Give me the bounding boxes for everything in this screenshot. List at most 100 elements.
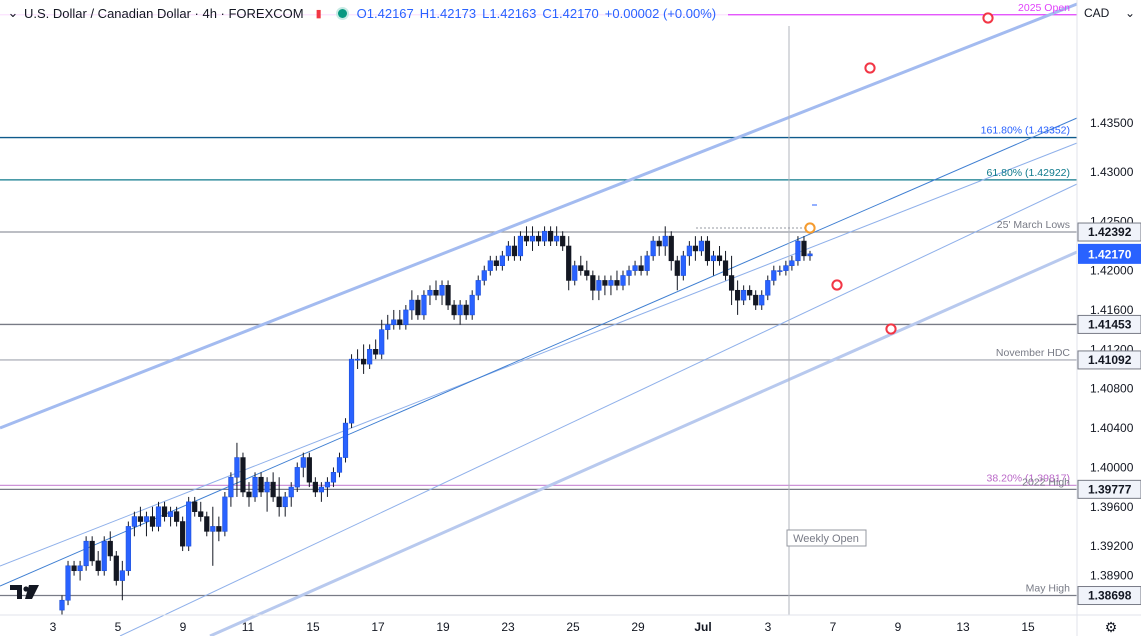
candle — [439, 280, 445, 306]
candle-body — [596, 280, 602, 291]
candle-body — [759, 294, 765, 306]
candle-body — [101, 540, 107, 572]
price-axis[interactable]: 1.435001.430001.425001.420001.416001.412… — [1077, 116, 1141, 606]
candle-body — [89, 540, 95, 562]
symbol-title[interactable]: U.S. Dollar / Canadian Dollar · 4h · FOR… — [24, 5, 304, 21]
candle-body — [348, 358, 355, 424]
candle — [186, 496, 192, 552]
price-axis-level-label: 1.39777 — [1077, 479, 1141, 499]
candle — [433, 280, 439, 301]
candle — [620, 270, 626, 291]
channel-line-0 — [0, 2, 1078, 430]
candle-body — [204, 516, 210, 532]
candle-body — [771, 270, 777, 281]
candle — [517, 231, 524, 261]
candle — [83, 536, 89, 571]
candle — [511, 236, 518, 261]
candle-body — [614, 280, 620, 286]
candle — [65, 560, 71, 606]
candle — [650, 236, 656, 261]
time-tick-label: 11 — [242, 620, 255, 634]
candle — [59, 595, 65, 615]
candle-body — [137, 516, 144, 522]
level-label-1: 161.80% (1.43352) — [981, 125, 1070, 137]
plot-area[interactable] — [0, 0, 1077, 615]
candle — [469, 290, 475, 320]
ohlc-low: L1.42163 — [482, 5, 537, 21]
candle — [578, 255, 584, 276]
price-axis-level-text: 1.41453 — [1088, 317, 1132, 331]
candle — [330, 467, 337, 488]
currency-selector[interactable]: CAD ⌄ — [1078, 0, 1141, 26]
candle-body — [554, 235, 560, 242]
candle — [174, 506, 180, 527]
time-axis[interactable]: 3 5 9 11 15 17 19 23 25 29 Jul 3 7 9 13 15 — [50, 620, 1035, 634]
candle-body — [463, 304, 469, 316]
candle — [318, 482, 324, 502]
flag-icon[interactable]: ▮ — [315, 7, 322, 20]
candle — [566, 236, 572, 291]
candle — [77, 560, 83, 581]
candle — [626, 265, 632, 286]
candle — [463, 300, 469, 320]
candle-body — [391, 319, 397, 326]
candle — [614, 270, 620, 291]
candle — [560, 231, 566, 251]
currency-label: CAD — [1084, 6, 1110, 20]
candle-body — [505, 245, 511, 257]
candle — [801, 236, 807, 261]
candle-body — [487, 260, 493, 271]
candle-body — [807, 253, 813, 257]
candle — [716, 246, 723, 266]
candle — [409, 290, 415, 320]
candle — [686, 241, 692, 266]
price-axis-level-box — [1077, 314, 1141, 334]
candle — [119, 560, 125, 601]
candle-body — [252, 476, 258, 498]
candle — [397, 309, 403, 330]
price-axis-level-label: 1.42392 — [1077, 222, 1141, 242]
candle — [210, 506, 216, 566]
candle-body — [318, 486, 324, 493]
candle-body — [379, 329, 385, 355]
ohlc-high: H1.42173 — [419, 5, 477, 21]
candle-body — [753, 294, 759, 306]
price-axis-level-text: 1.42392 — [1088, 225, 1132, 239]
candle — [240, 452, 246, 497]
last-price-text: 1.42170 — [1088, 247, 1132, 261]
candle — [137, 506, 144, 527]
price-axis-level-label: 1.41092 — [1077, 350, 1141, 370]
candle — [216, 516, 222, 542]
level-label-2: 61.80% (1.42922) — [987, 167, 1070, 179]
candle — [348, 354, 355, 429]
price-tick-label: 1.38900 — [1090, 569, 1134, 583]
candle-body — [529, 235, 536, 242]
candle-body — [469, 294, 475, 316]
candle-body — [276, 496, 282, 508]
candle — [373, 339, 379, 360]
candle — [342, 418, 349, 463]
candle — [747, 285, 753, 301]
gear-icon[interactable]: ⚙ — [1104, 619, 1118, 635]
time-tick-label: 3 — [765, 620, 772, 634]
chevron-icon[interactable]: ⌄ — [7, 5, 19, 20]
candle-body — [481, 270, 487, 281]
candle — [572, 260, 578, 286]
candle-body — [638, 265, 644, 271]
candle-body — [186, 501, 192, 547]
candle-body — [590, 275, 596, 291]
candle-body — [180, 521, 186, 547]
candle-body — [451, 304, 457, 316]
candle-body — [457, 304, 463, 316]
channel-lines — [0, 2, 1078, 636]
candle-body — [312, 481, 318, 493]
horizontal-levels — [0, 14, 1077, 597]
candle-body — [234, 457, 240, 478]
candle-body — [367, 349, 373, 365]
candle — [548, 226, 554, 246]
candle — [632, 260, 638, 276]
candle — [481, 265, 487, 286]
candle-body — [548, 230, 554, 242]
price-axis-level-text: 1.41092 — [1088, 353, 1132, 367]
